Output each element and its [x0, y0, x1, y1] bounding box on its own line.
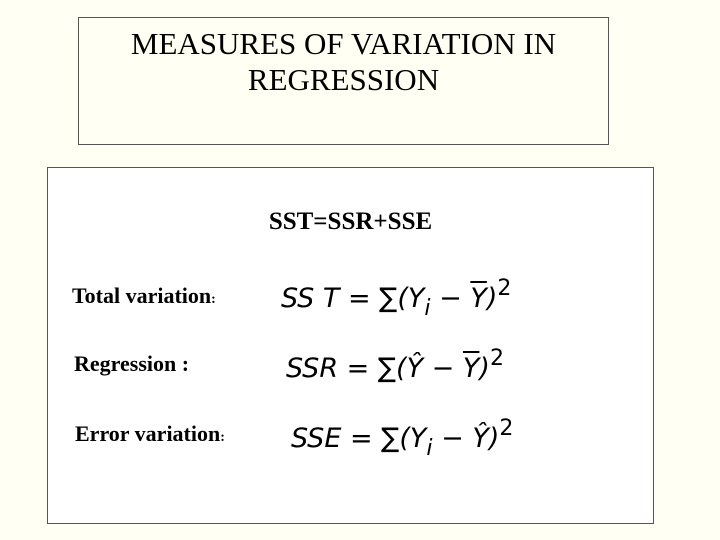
- formula-part: Y: [462, 353, 480, 384]
- label-text: Error variation: [75, 421, 221, 446]
- formula-part: −: [430, 283, 471, 314]
- formula-part: ): [479, 353, 490, 384]
- formula-part: Ŷ: [406, 353, 424, 384]
- formula-part: Y: [407, 283, 425, 314]
- formula: SS T = ∑(Yi − Y)2: [281, 276, 511, 321]
- title-line: REGRESSION: [247, 62, 440, 97]
- row-label: Error variation:: [75, 421, 225, 447]
- subscript: i: [424, 296, 431, 321]
- row-label: Regression :: [74, 351, 189, 377]
- title-line: MEASURES OF VARIATION IN: [130, 26, 557, 61]
- formula-part: Y: [409, 423, 427, 454]
- formula-part: Ŷ: [472, 423, 489, 454]
- content-box: SST=SSR+SSE Total variation: SS T = ∑(Yi…: [47, 167, 654, 524]
- label-text: Total variation: [72, 283, 212, 308]
- label-text: Regression :: [74, 351, 190, 376]
- superscript: 2: [497, 276, 512, 301]
- formula-part: −: [432, 423, 473, 454]
- subscript: i: [426, 436, 433, 461]
- formula-part: SS T = ∑(: [281, 283, 408, 314]
- formula-part: ): [488, 423, 500, 454]
- colon: :: [220, 430, 225, 445]
- formula-part: SSE = ∑(: [291, 423, 410, 454]
- superscript: 2: [489, 346, 504, 371]
- formula: SSR = ∑(Ŷ − Y)2: [286, 346, 504, 384]
- row-label: Total variation:: [72, 283, 216, 309]
- identity: SST=SSR+SSE: [268, 208, 433, 235]
- formula-part: Y: [470, 283, 487, 314]
- formula: SSE = ∑(Yi − Ŷ)2: [291, 416, 513, 461]
- formula-part: −: [423, 353, 463, 384]
- formula-part: ): [486, 283, 498, 314]
- superscript: 2: [499, 416, 514, 441]
- title-box: MEASURES OF VARIATION IN REGRESSION: [78, 17, 609, 145]
- colon: :: [211, 292, 216, 307]
- formula-part: SSR = ∑(: [286, 353, 407, 384]
